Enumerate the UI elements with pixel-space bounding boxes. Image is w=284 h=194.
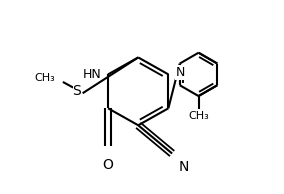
Text: S: S bbox=[73, 84, 81, 98]
Text: CH₃: CH₃ bbox=[35, 73, 55, 83]
Text: CH₃: CH₃ bbox=[188, 111, 209, 121]
Text: HN: HN bbox=[83, 68, 101, 81]
Text: N: N bbox=[176, 66, 185, 79]
Text: N: N bbox=[178, 160, 189, 174]
Text: O: O bbox=[103, 158, 114, 172]
